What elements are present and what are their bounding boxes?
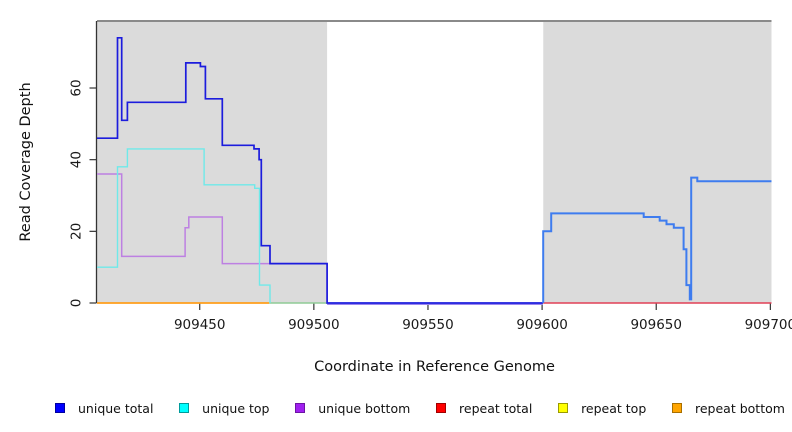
legend-label: unique bottom <box>318 400 411 416</box>
x-tick-label: 909500 <box>288 317 340 333</box>
legend-item-unique-bottom: unique bottom <box>295 401 410 416</box>
series-line-unique-total-line <box>97 36 543 304</box>
legend-swatch-icon <box>558 403 569 413</box>
x-tick-label: 909600 <box>516 317 568 333</box>
legend-swatch-icon <box>55 403 65 413</box>
legend-swatch-icon <box>179 403 190 413</box>
legend-item-repeat-top: repeat top <box>558 401 646 416</box>
x-axis-title: Coordinate in Reference Genome <box>314 359 555 375</box>
plot-band <box>543 21 772 303</box>
legend: unique total unique top unique bottom repea… <box>55 398 785 418</box>
y-tick-label: 20 <box>69 223 85 240</box>
x-tick-label: 909700 <box>745 317 792 333</box>
legend-item-unique-total: unique total <box>55 401 153 416</box>
legend-item-repeat-total: repeat total <box>436 401 532 416</box>
y-tick-label: 60 <box>69 79 85 96</box>
x-tick-label: 909450 <box>174 317 226 333</box>
legend-item-unique-top: unique top <box>179 401 269 416</box>
legend-label: repeat top <box>581 400 647 416</box>
series-line-unique-bottom-line <box>97 173 328 303</box>
y-tick-label: 0 <box>69 299 85 308</box>
y-axis-title: Read Coverage Depth <box>18 82 34 242</box>
legend-swatch-icon <box>295 403 306 413</box>
series-line-unique-top-line <box>97 148 271 303</box>
legend-label: unique top <box>202 400 270 416</box>
series-line-unique-total-region2-line <box>542 176 772 303</box>
legend-label: repeat total <box>459 400 533 416</box>
legend-label: repeat bottom <box>695 400 785 416</box>
x-tick-label: 909650 <box>630 317 682 333</box>
legend-label: unique total <box>78 400 154 416</box>
legend-item-repeat-bottom: repeat bottom <box>672 401 785 416</box>
legend-swatch-icon <box>672 403 682 413</box>
x-tick-label: 909550 <box>402 317 454 333</box>
y-tick-label: 40 <box>69 151 85 168</box>
plot-band <box>97 21 328 303</box>
legend-swatch-icon <box>436 403 447 413</box>
